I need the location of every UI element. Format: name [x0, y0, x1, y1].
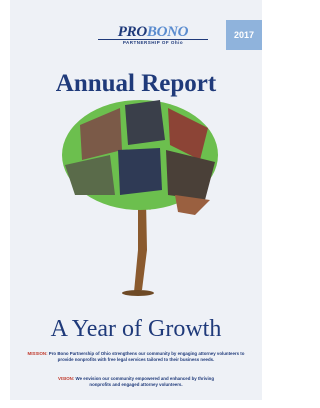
- title: Annual Report: [10, 70, 262, 98]
- photo: [118, 148, 162, 195]
- mission-text: Pro Bono Partnership of Ohio strengthens…: [49, 351, 245, 362]
- logo-tagline: PARTNERSHIP OF Ohio: [98, 39, 208, 45]
- photo: [125, 100, 165, 145]
- mission: MISSION: Pro Bono Partnership of Ohio st…: [24, 351, 248, 363]
- cover: PROBONO PARTNERSHIP OF Ohio 2017 Annual …: [10, 0, 262, 400]
- mission-label: MISSION:: [28, 351, 48, 356]
- vision-text: We envision our community empowered and …: [76, 376, 215, 387]
- vision-label: VISION:: [58, 376, 74, 381]
- vision: VISION: We envision our community empowe…: [50, 376, 222, 388]
- root: [122, 290, 154, 296]
- subtitle: A Year of Growth: [10, 316, 262, 343]
- logo-bono: BONO: [147, 24, 188, 40]
- logo-pro: PRO: [118, 24, 147, 40]
- logo: PROBONO PARTNERSHIP OF Ohio: [98, 24, 208, 45]
- trunk: [134, 200, 147, 292]
- year-tab: 2017: [226, 20, 262, 50]
- page: PROBONO PARTNERSHIP OF Ohio 2017 Annual …: [0, 0, 271, 408]
